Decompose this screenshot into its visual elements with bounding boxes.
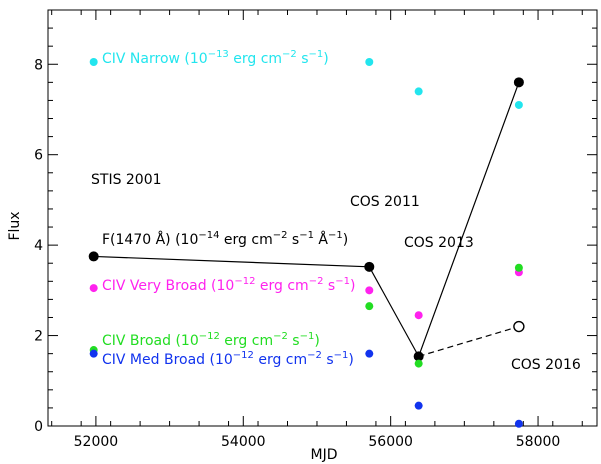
data-point [414, 359, 423, 368]
annotation-cos-2013: COS 2013 [404, 235, 474, 251]
legend-text: Å [314, 231, 328, 248]
legend-exponent: −12 [234, 276, 255, 287]
y-tick-label: 4 [34, 238, 43, 254]
data-point [514, 263, 523, 272]
annotation-cos-2016: COS 2016 [511, 357, 581, 373]
data-point [414, 401, 423, 410]
legend-exponent: −12 [233, 350, 254, 361]
legend-exponent: −1 [309, 49, 324, 60]
data-point [365, 58, 374, 66]
data-point-flux [513, 77, 524, 88]
y-axis-label: Flux [7, 211, 23, 240]
data-point-open [513, 320, 525, 333]
legend-exponent: −2 [273, 331, 288, 342]
legend-exponent: −14 [198, 230, 219, 241]
legend-flux-1470: F(1470 Å) (10−14 erg cm−2 s−1 Å−1) [102, 230, 348, 248]
legend-exponent: −13 [208, 49, 229, 60]
legend-exponent: −2 [282, 49, 297, 60]
legend-exponent: −2 [273, 230, 288, 241]
legend-text: erg cm [254, 352, 307, 368]
data-point [365, 349, 374, 358]
plot-frame [47, 9, 598, 427]
y-axis-ticks: 0 2 4 6 8 [34, 27, 597, 435]
annotation-stis-2001: STIS 2001 [91, 172, 162, 188]
data-point-flux [364, 261, 375, 272]
data-point [414, 311, 423, 320]
data-point-flux [88, 251, 99, 262]
x-tick-label: 58000 [516, 434, 561, 450]
data-point [514, 419, 523, 428]
series-lines [93, 82, 520, 358]
data-point [365, 302, 374, 311]
legend-exponent: −2 [307, 350, 322, 361]
legend-text: s [322, 352, 334, 368]
legend-text: erg cm [255, 278, 308, 294]
series-line-2 [418, 325, 520, 357]
x-tick-label: 52000 [74, 434, 119, 450]
legend-text: CIV Broad (10 [102, 333, 199, 349]
legend-text: erg cm [220, 333, 273, 349]
legend-text: s [323, 278, 335, 294]
legend-text: s [288, 333, 300, 349]
series-line-1 [93, 82, 520, 358]
legend-civ-narrow: CIV Narrow (10−13 erg cm−2 s−1) [102, 49, 329, 67]
data-point [414, 87, 423, 96]
y-tick-label: 6 [34, 148, 43, 164]
data-point [89, 58, 98, 66]
legend-text: s [287, 232, 299, 248]
legend-text: ) [314, 333, 319, 349]
legend-text: ) [323, 51, 328, 67]
x-axis-label: MJD [311, 447, 338, 463]
legend-exponent: −1 [299, 230, 314, 241]
legend-text: CIV Med Broad (10 [102, 352, 233, 368]
y-tick-label: 2 [34, 329, 43, 345]
legend-civ-broad: CIV Broad (10−12 erg cm−2 s−1) [102, 331, 320, 349]
annotation-cos-2011: COS 2011 [350, 194, 420, 210]
x-tick-label: 54000 [221, 434, 266, 450]
data-point [365, 286, 374, 295]
legend-exponent: −1 [300, 331, 315, 342]
legend-text: erg cm [219, 232, 272, 248]
y-tick-label: 8 [34, 57, 43, 73]
x-axis-ticks: 52000 54000 56000 58000 [51, 10, 583, 450]
series-points [88, 58, 525, 428]
legend-civ-med-broad: CIV Med Broad (10−12 erg cm−2 s−1) [102, 350, 354, 368]
legend-text: s [297, 51, 309, 67]
legend-text: F(1470 Å) (10 [102, 231, 198, 248]
legend-exponent: −2 [309, 276, 324, 287]
data-point [514, 100, 523, 109]
y-tick-label: 0 [34, 419, 43, 435]
x-tick-label: 56000 [368, 434, 413, 450]
legend-text: ) [348, 352, 353, 368]
legend-exponent: −1 [335, 276, 350, 287]
legend-text: ) [350, 278, 355, 294]
data-point [89, 349, 98, 358]
legend-text: erg cm [229, 51, 282, 67]
legend-civ-very-broad: CIV Very Broad (10−12 erg cm−2 s−1) [102, 276, 355, 294]
legend-exponent: −1 [328, 230, 343, 241]
legend-exponent: −12 [199, 331, 220, 342]
legend-text: CIV Narrow (10 [102, 51, 208, 67]
legend-text: ) [343, 232, 348, 248]
legend-exponent: −1 [334, 350, 349, 361]
data-point [89, 284, 98, 293]
data-point-flux [413, 351, 424, 362]
legend-text: CIV Very Broad (10 [102, 278, 234, 294]
